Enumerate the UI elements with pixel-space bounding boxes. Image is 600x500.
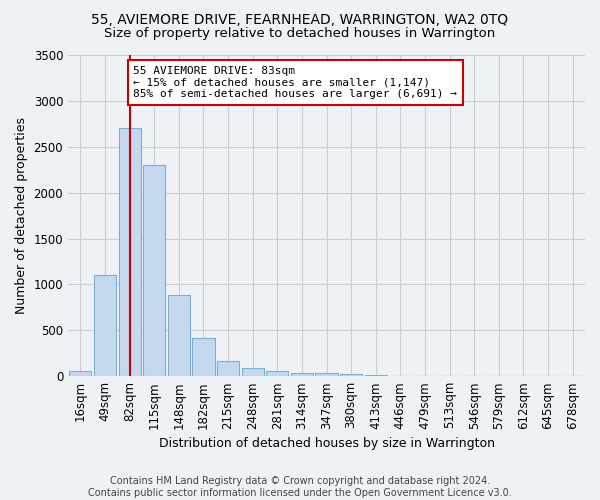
Bar	[266, 371, 289, 376]
Text: 55 AVIEMORE DRIVE: 83sqm
← 15% of detached houses are smaller (1,147)
85% of sem: 55 AVIEMORE DRIVE: 83sqm ← 15% of detach…	[133, 66, 457, 99]
Bar	[217, 362, 239, 376]
X-axis label: Distribution of detached houses by size in Warrington: Distribution of detached houses by size …	[158, 437, 494, 450]
Bar	[316, 374, 338, 376]
Text: Contains HM Land Registry data © Crown copyright and database right 2024.
Contai: Contains HM Land Registry data © Crown c…	[88, 476, 512, 498]
Bar	[143, 165, 165, 376]
Bar	[119, 128, 140, 376]
Y-axis label: Number of detached properties: Number of detached properties	[15, 117, 28, 314]
Bar	[242, 368, 264, 376]
Bar	[193, 338, 215, 376]
Bar	[69, 370, 91, 376]
Bar	[291, 372, 313, 376]
Bar	[94, 275, 116, 376]
Text: Size of property relative to detached houses in Warrington: Size of property relative to detached ho…	[104, 28, 496, 40]
Bar	[340, 374, 362, 376]
Text: 55, AVIEMORE DRIVE, FEARNHEAD, WARRINGTON, WA2 0TQ: 55, AVIEMORE DRIVE, FEARNHEAD, WARRINGTO…	[91, 12, 509, 26]
Bar	[168, 296, 190, 376]
